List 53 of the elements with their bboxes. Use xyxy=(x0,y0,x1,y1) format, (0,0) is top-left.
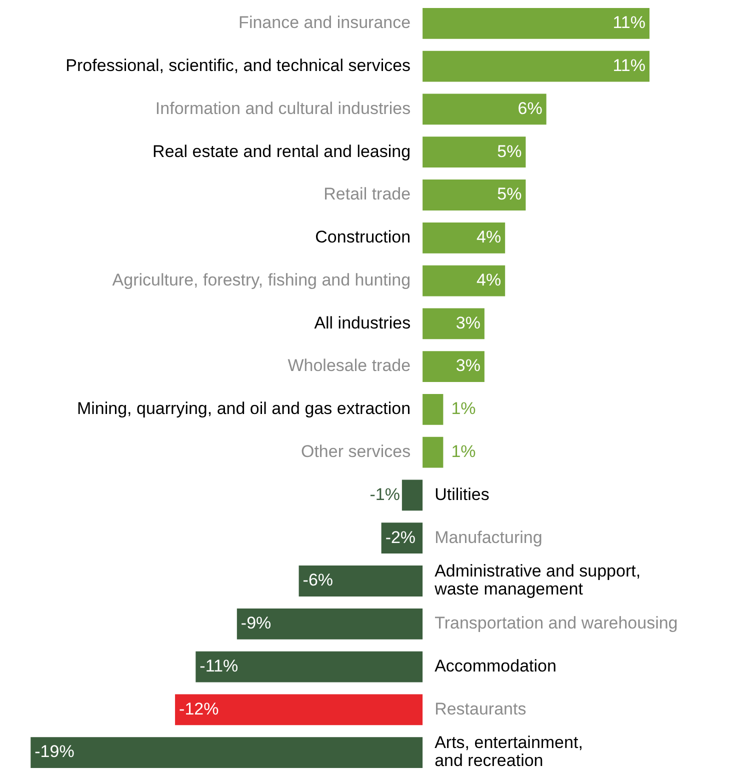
y-tick-label: Finance and insurance xyxy=(238,13,411,32)
bar xyxy=(175,694,423,726)
data-label: -1% xyxy=(370,484,400,504)
data-label: -6% xyxy=(302,570,334,590)
data-label: 4% xyxy=(476,270,502,290)
bar xyxy=(422,50,650,82)
data-label: 6% xyxy=(518,98,542,118)
data-label: 1% xyxy=(451,399,476,418)
bar xyxy=(422,136,526,168)
bar xyxy=(196,651,423,682)
bar xyxy=(422,222,506,254)
bar xyxy=(422,308,484,340)
bar xyxy=(422,394,444,425)
y-tick-label: Transportation and warehousing xyxy=(434,614,678,633)
data-label: 4% xyxy=(476,228,502,247)
y-tick-label: Wholesale trade xyxy=(288,356,411,376)
data-label: 1% xyxy=(451,442,476,462)
y-tick-label: Construction xyxy=(315,228,411,247)
data-label: -19% xyxy=(34,742,74,762)
y-tick-label: All industries xyxy=(314,313,411,332)
y-tick-label: Other services xyxy=(300,442,411,462)
bar xyxy=(422,436,444,468)
y-tick-label: Manufacturing xyxy=(434,528,542,547)
y-tick-label: Accommodation xyxy=(434,656,556,676)
bar xyxy=(422,94,546,125)
data-label: -12% xyxy=(179,699,219,718)
bar xyxy=(30,737,423,768)
data-label: 5% xyxy=(497,142,522,161)
bar xyxy=(422,8,650,39)
y-tick-label: Mining, quarrying, and oil and gas extraction xyxy=(76,399,411,418)
data-label: -2% xyxy=(385,528,416,547)
y-tick-label: Professional, scientific, and technical services xyxy=(66,56,411,76)
y-tick-label: Arts, entertainment, and recreation xyxy=(434,733,583,770)
data-label: 3% xyxy=(456,313,480,332)
data-label: -9% xyxy=(240,614,272,633)
bar xyxy=(298,566,423,596)
data-label: 11% xyxy=(612,13,646,32)
bar xyxy=(402,480,423,511)
data-label: -11% xyxy=(200,656,238,676)
data-label: 5% xyxy=(497,184,522,204)
y-tick-label: Information and cultural industries xyxy=(155,98,411,118)
data-label: 11% xyxy=(612,56,646,76)
y-tick-label: Utilities xyxy=(434,484,490,504)
y-tick-label: Retail trade xyxy=(324,184,411,204)
bar xyxy=(422,265,506,296)
bar xyxy=(236,608,423,640)
bar xyxy=(422,351,484,382)
y-tick-label: Administrative and support, waste management xyxy=(434,562,641,599)
y-tick-label: Real estate and rental and leasing xyxy=(152,142,411,161)
data-label: 3% xyxy=(456,356,480,376)
y-tick-label: Agriculture, forestry, fishing and hunting xyxy=(112,270,411,290)
bar xyxy=(422,180,526,210)
y-tick-label: Restaurants xyxy=(434,699,526,718)
